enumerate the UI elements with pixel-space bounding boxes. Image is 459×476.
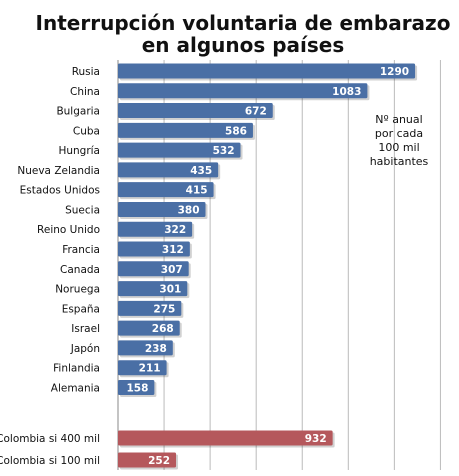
main-category-label: Canada	[60, 264, 100, 276]
main-value-label: 586	[225, 125, 247, 137]
main-bar	[118, 122, 253, 138]
main-category-label: Alemania	[51, 382, 100, 394]
main-value-label: 672	[245, 106, 267, 118]
units-note-line-1: Nº anual	[375, 113, 422, 126]
main-bar	[118, 162, 219, 178]
main-category-label: España	[62, 303, 100, 315]
chart-title-line-2: en algunos países	[142, 33, 345, 57]
main-value-label: 532	[213, 145, 235, 157]
units-note-line-3: 100 mil	[378, 141, 419, 154]
estimate-category-label: Colombia si 100 mil	[0, 455, 100, 467]
main-bar	[118, 201, 206, 217]
main-bar	[118, 103, 273, 119]
units-note: Nº anual por cada 100 mil habitantes	[370, 113, 429, 168]
main-category-label: Suecia	[65, 204, 100, 216]
main-category-label: Bulgaria	[56, 106, 100, 118]
main-value-label: 1290	[380, 66, 409, 78]
main-value-label: 211	[139, 363, 161, 375]
bars-main: 1290 Rusia 1083 China 672 Bulgaria 586 Cuba 532 H…	[17, 63, 418, 397]
main-category-label: Reino Unido	[37, 224, 100, 236]
main-category-label: Estados Unidos	[20, 185, 100, 197]
main-category-label: Japón	[70, 343, 100, 355]
main-value-label: 275	[153, 303, 175, 315]
main-category-label: Rusia	[72, 66, 100, 78]
main-bar	[118, 320, 180, 336]
main-value-label: 312	[162, 244, 184, 256]
main-value-label: 238	[145, 343, 167, 355]
main-category-label: Noruega	[55, 284, 100, 296]
main-bar	[118, 360, 167, 376]
main-value-label: 322	[164, 224, 186, 236]
main-value-label: 1083	[332, 86, 361, 98]
estimate-bar	[118, 452, 177, 468]
main-bar	[118, 182, 214, 198]
main-bar	[118, 241, 190, 257]
main-bar	[118, 221, 193, 237]
main-bar	[118, 142, 241, 158]
main-category-label: Nueva Zelandia	[17, 165, 100, 177]
main-bar	[118, 379, 155, 395]
main-bar	[118, 300, 182, 316]
units-note-line-4: habitantes	[370, 155, 429, 168]
main-category-label: Francia	[62, 244, 100, 256]
main-category-label: Israel	[71, 323, 100, 335]
main-category-label: Finlandia	[53, 363, 100, 375]
main-value-label: 158	[126, 382, 148, 394]
main-bar	[118, 63, 416, 79]
estimate-value-label: 932	[305, 433, 327, 445]
main-category-label: China	[70, 86, 100, 98]
main-value-label: 268	[152, 323, 174, 335]
main-value-label: 307	[161, 264, 183, 276]
main-value-label: 415	[186, 185, 208, 197]
main-category-label: Cuba	[73, 125, 100, 137]
estimate-category-label: Colombia si 400 mil	[0, 433, 100, 445]
units-note-line-2: por cada	[375, 127, 423, 140]
main-bar	[118, 83, 368, 99]
estimate-value-label: 252	[148, 455, 170, 467]
main-value-label: 380	[178, 204, 200, 216]
main-bar	[118, 340, 173, 356]
main-bar	[118, 281, 188, 297]
main-value-label: 301	[159, 284, 181, 296]
estimate-bar	[118, 430, 333, 446]
main-value-label: 435	[190, 165, 212, 177]
bars-estimates: 932 Colombia si 400 mil 252 Colombia si 100…	[0, 430, 335, 470]
main-category-label: Hungría	[58, 145, 100, 157]
chart-title-line-1: Interrupción voluntaria de embarazo	[36, 11, 451, 35]
main-bar	[118, 261, 189, 277]
